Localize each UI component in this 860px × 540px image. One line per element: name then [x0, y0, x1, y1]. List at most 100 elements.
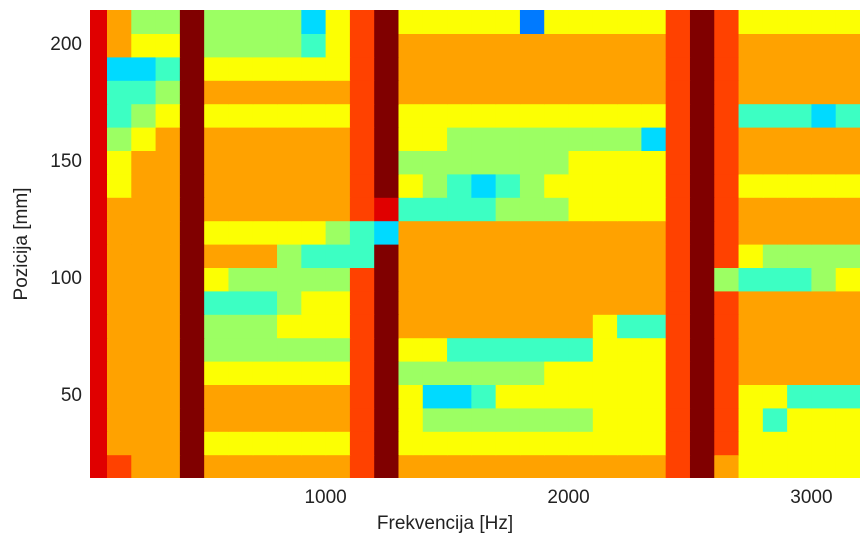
- heatmap-cell: [519, 244, 545, 268]
- heatmap-cell: [228, 103, 254, 128]
- heatmap-cell: [422, 361, 448, 385]
- heatmap-cell: [398, 33, 424, 58]
- heatmap-cell: [252, 407, 278, 432]
- heatmap-cell: [131, 197, 157, 222]
- heatmap-cell: [301, 103, 327, 128]
- heatmap-cell: [325, 431, 351, 456]
- heatmap-cell: [107, 407, 132, 432]
- heatmap-cell: [689, 80, 715, 105]
- heatmap-cell: [398, 314, 424, 339]
- heatmap-cell: [689, 431, 715, 456]
- heatmap-cell: [592, 173, 618, 198]
- heatmap-cell: [107, 173, 132, 198]
- heatmap-cell: [155, 127, 181, 151]
- heatmap-cell: [179, 150, 205, 175]
- heatmap-cell: [665, 10, 691, 34]
- heatmap-cell: [398, 361, 424, 385]
- heatmap-cell: [495, 103, 521, 128]
- heatmap-cell: [422, 314, 448, 339]
- heatmap-cell: [131, 127, 157, 151]
- heatmap-cell: [228, 150, 254, 175]
- heatmap-cell: [665, 384, 691, 409]
- heatmap-cell: [811, 407, 837, 432]
- heatmap-cell: [738, 56, 764, 81]
- heatmap-cell: [398, 10, 424, 34]
- heatmap-cell: [519, 173, 545, 198]
- heatmap-cell: [665, 244, 691, 268]
- heatmap-cell: [155, 407, 181, 432]
- heatmap-cell: [107, 150, 132, 175]
- heatmap-cell: [374, 103, 400, 128]
- heatmap-cell: [592, 197, 618, 222]
- heatmap-cell: [301, 361, 327, 385]
- heatmap-cell: [374, 33, 400, 58]
- heatmap-cell: [228, 314, 254, 339]
- heatmap-cell: [495, 33, 521, 58]
- heatmap-cell: [592, 220, 618, 245]
- heatmap-cell: [665, 173, 691, 198]
- heatmap-cell: [617, 80, 642, 105]
- heatmap-cell: [131, 337, 157, 362]
- heatmap-cell: [301, 150, 327, 175]
- heatmap-cell: [471, 103, 497, 128]
- heatmap-cell: [422, 407, 448, 432]
- heatmap-cell: [714, 431, 740, 456]
- heatmap-cell: [665, 33, 691, 58]
- heatmap-cell: [617, 197, 642, 222]
- heatmap-cell: [398, 150, 424, 175]
- heatmap-cell: [90, 56, 108, 81]
- heatmap-cell: [762, 10, 788, 34]
- heatmap-cell: [301, 33, 327, 58]
- heatmap-cell: [689, 150, 715, 175]
- heatmap-cell: [252, 290, 278, 315]
- heatmap-cell: [568, 454, 594, 478]
- heatmap-cell: [90, 407, 108, 432]
- heatmap-cell: [325, 150, 351, 175]
- heatmap-cell: [568, 337, 594, 362]
- heatmap-cell: [277, 384, 302, 409]
- heatmap-cell: [374, 407, 400, 432]
- heatmap-cell: [349, 267, 375, 292]
- heatmap-cell: [90, 127, 108, 151]
- heatmap-cell: [641, 267, 667, 292]
- heatmap-cell: [374, 361, 400, 385]
- heatmap-cell: [665, 407, 691, 432]
- heatmap-cell: [252, 127, 278, 151]
- heatmap-cell: [617, 244, 642, 268]
- heatmap-cell: [835, 267, 860, 292]
- heatmap-cell: [179, 290, 205, 315]
- heatmap-cell: [762, 56, 788, 81]
- heatmap-cell: [811, 56, 837, 81]
- heatmap-cell: [374, 56, 400, 81]
- heatmap-cell: [422, 173, 448, 198]
- heatmap-cell: [179, 407, 205, 432]
- heatmap-cell: [495, 197, 521, 222]
- heatmap-cell: [398, 337, 424, 362]
- heatmap-cell: [179, 197, 205, 222]
- heatmap-cell: [787, 33, 813, 58]
- heatmap-cell: [325, 244, 351, 268]
- heatmap-cell: [374, 220, 400, 245]
- heatmap-cell: [374, 150, 400, 175]
- heatmap-cell: [592, 337, 618, 362]
- heatmap-cell: [544, 244, 570, 268]
- heatmap-cell: [349, 173, 375, 198]
- heatmap-cell: [398, 407, 424, 432]
- heatmap-cell: [835, 80, 860, 105]
- heatmap-cell: [447, 10, 472, 34]
- heatmap-cell: [374, 431, 400, 456]
- heatmap-cell: [714, 337, 740, 362]
- heatmap-cell: [179, 361, 205, 385]
- heatmap-cell: [107, 290, 132, 315]
- heatmap-cell: [811, 337, 837, 362]
- heatmap-cell: [422, 127, 448, 151]
- heatmap-cell: [787, 127, 813, 151]
- heatmap-cell: [471, 173, 497, 198]
- heatmap-cell: [447, 127, 472, 151]
- heatmap-cell: [155, 56, 181, 81]
- heatmap-cell: [641, 244, 667, 268]
- heatmap-cell: [277, 103, 302, 128]
- heatmap-cell: [301, 431, 327, 456]
- heatmap-cell: [471, 244, 497, 268]
- heatmap-cell: [155, 103, 181, 128]
